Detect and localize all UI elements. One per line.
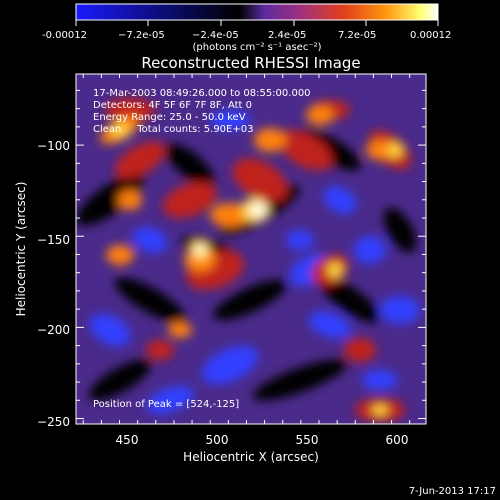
heatmap-patch-39 [366,140,394,160]
heatmap-patch-38 [254,128,286,152]
axis-ticks [76,74,426,424]
heatmap-patch-12 [201,345,259,385]
heatmap-patch-31 [105,98,155,122]
y-tick-label-minus150: −150 [37,233,70,247]
colorbar: -0.00012 −7.2e-05 −2.4e-05 2.4e-05 7.2e-… [42,3,451,53]
info-time-range: 17-Mar-2003 08:49:26.000 to 08:55:00.000 [93,88,311,99]
heatmap-patch-50 [250,202,266,218]
heatmap-patch-24 [163,182,217,218]
heatmap-patch-33 [146,340,174,360]
heatmap-patch-48 [372,404,388,416]
y-axis-title: Heliocentric Y (arcsec) [14,182,28,317]
heatmap-patch-46 [110,122,130,138]
heatmap-patch-18 [323,186,357,214]
colorbar-tick-label-1: −7.2e-05 [118,30,165,41]
heatmap-patch-20 [146,385,194,415]
y-tick-label-minus100: −100 [37,139,70,153]
heatmap-patch-49 [327,262,343,278]
heatmap-patch-8 [89,359,151,401]
heatmap-image [76,74,426,424]
y-tick-label-minus200: −200 [37,323,70,337]
x-tick-label-600: 600 [386,433,409,447]
colorbar-tick-label-5: 0.00012 [410,30,451,41]
heatmap-patch-13 [308,311,352,339]
heatmap-patch-41 [306,105,334,125]
peak-position-label: Position of Peak = [524,-125] [93,399,239,410]
colorbar-tick-label-4: 7.2e-05 [338,30,376,41]
footer-date: 7-Jun-2013 17:17 [409,486,496,497]
heatmap-patch-19 [210,110,250,130]
colorbar-tick-label-0: -0.00012 [42,30,87,41]
heatmap-patch-51 [195,245,205,255]
heatmap-patch-14 [380,296,420,324]
heatmap-patch-21 [362,370,398,390]
heatmap-patch-1 [165,143,215,187]
info-clean-counts: Clean Total counts: 5.90E+03 [93,124,253,135]
x-axis-title: Heliocentric X (arcsec) [183,450,319,464]
heatmap-patch-0 [76,174,144,226]
x-tick-label-500: 500 [206,433,229,447]
heatmap-patch-42 [118,190,142,210]
heatmap-patch-5 [213,279,287,321]
heatmap-patch-4 [114,277,186,323]
heatmap-patch-25 [232,158,288,202]
colorbar-gradient [75,3,439,21]
colorbar-tick-label-2: −2.4e-05 [192,30,239,41]
plot-frame [75,73,427,425]
heatmap-patch-7 [252,359,348,401]
heatmap-patch-9 [383,207,417,253]
plot-title: Reconstructed RHESSI Image [141,54,360,72]
heatmap-patch-6 [320,277,380,323]
heatmap-patch-23 [114,141,166,179]
colorbar-ticks [75,20,439,26]
colorbar-tick-label-3: 2.4e-05 [268,30,306,41]
heatmap-patch-27 [277,129,333,171]
heatmap-patch-17 [354,236,386,264]
heatmap-patch-35 [210,203,250,227]
heatmap-patch-40 [106,245,134,265]
heatmap-patch-15 [132,227,168,253]
colorbar-unit-label: (photons cm⁻² s⁻¹ asec⁻²) [192,42,321,53]
heatmap-patch-47 [387,142,403,158]
heatmap-patch-43 [168,322,192,338]
heatmap-patch-34 [344,338,376,362]
info-detectors: Detectors: 4F 5F 6F 7F 8F, Att 0 [93,100,252,111]
y-tick-label-minus250: −250 [37,415,70,429]
heatmap-patch-11 [89,313,131,347]
heatmap-patch-22 [286,230,314,250]
x-tick-label-550: 550 [296,433,319,447]
info-energy-range: Energy Range: 25.0 - 50.0 keV [93,112,246,123]
x-tick-label-450: 450 [116,433,139,447]
